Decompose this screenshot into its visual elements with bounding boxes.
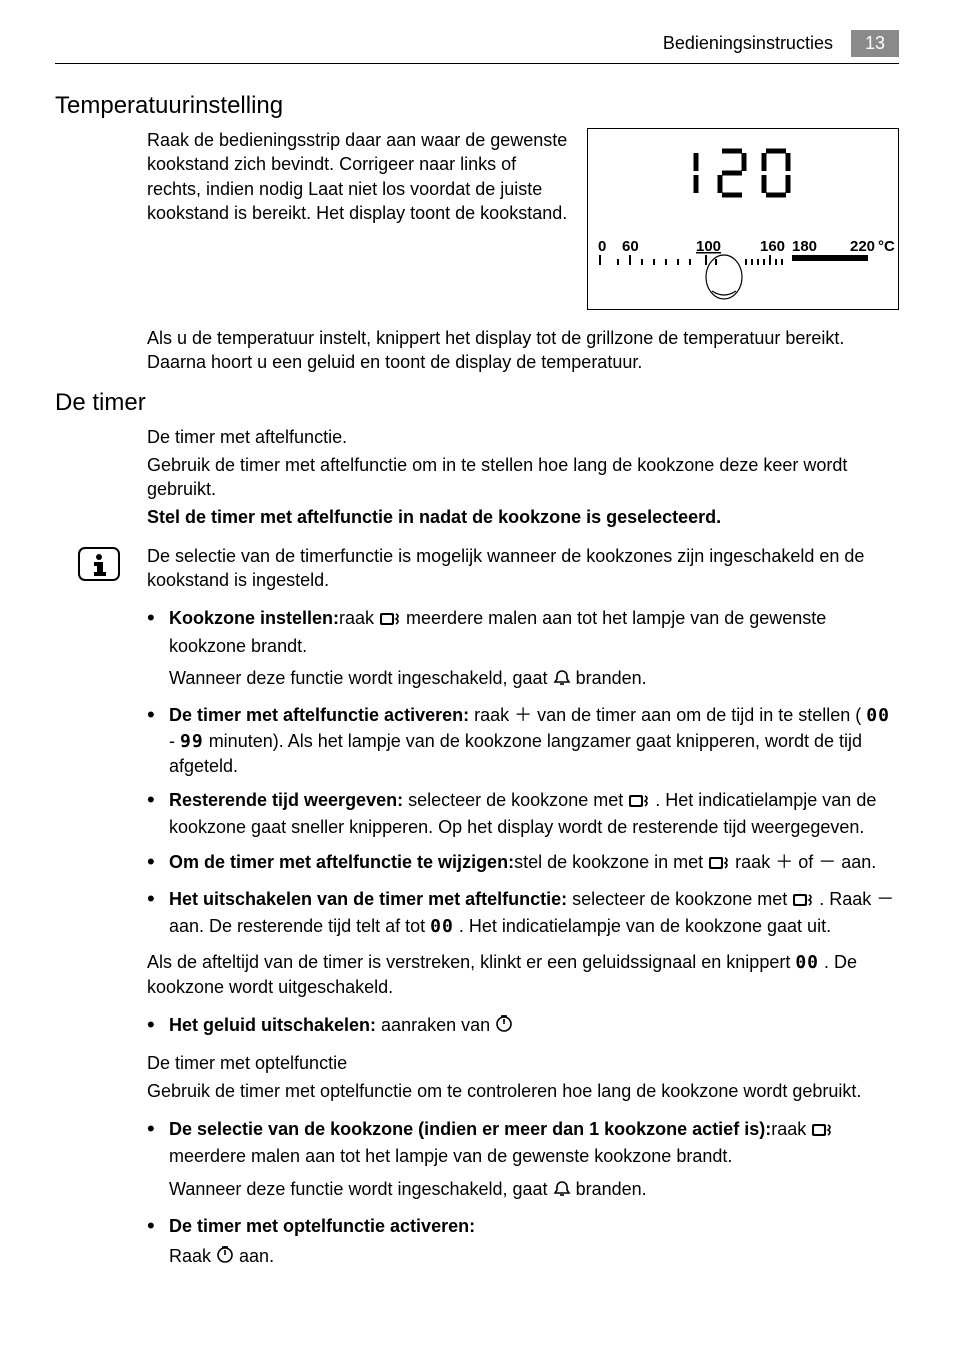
info-callout: De selectie van de timerfunctie is mogel… (55, 544, 899, 593)
bullet-selectie-kookzone: De selectie van de kookzone (indien er m… (147, 1117, 899, 1204)
svg-text:100: 100 (696, 239, 721, 255)
zone-select-icon (708, 853, 730, 877)
svg-text:0: 0 (598, 239, 606, 255)
bullet-optel-activeren: De timer met optelfunctie activeren: Raa… (147, 1214, 899, 1272)
p3: Stel de timer met aftelfunctie in nadat … (147, 505, 899, 529)
clock-icon (216, 1245, 234, 1271)
svg-text:180: 180 (792, 239, 817, 255)
bell-icon (553, 1180, 571, 1204)
section1-para1: Raak de bedieningsstrip daar aan waar de… (147, 128, 587, 225)
bullet-wijzigen: Om de timer met aftelfunctie te wijzigen… (147, 850, 899, 877)
bullet-resterende: Resterende tijd weergeven: selecteer de … (147, 788, 899, 840)
bell-icon (553, 669, 571, 693)
seg-00: 00 (795, 952, 819, 973)
page-number: 13 (851, 30, 899, 57)
p1: De timer met aftelfunctie. (147, 425, 899, 449)
info-text: De selectie van de timerfunctie is mogel… (147, 544, 899, 593)
header-title: Bedieningsinstructies (663, 33, 833, 54)
seg-99: 99 (180, 731, 204, 752)
zone-select-icon (792, 890, 814, 914)
zone-select-icon (379, 609, 401, 633)
seg-00: 00 (866, 705, 890, 726)
zone-select-icon (811, 1120, 833, 1144)
p6: Gebruik de timer met optelfunctie om te … (147, 1079, 899, 1103)
svg-text:160: 160 (760, 239, 785, 255)
p-after-a: Als de afteltijd van de timer is verstre… (147, 950, 899, 1000)
svg-text:60: 60 (622, 239, 639, 255)
zone-select-icon (628, 791, 650, 815)
bullet-uitschakelen: Het uitschakelen van de timer met aftelf… (147, 887, 899, 940)
section1-para2: Als u de temperatuur instelt, knippert h… (147, 326, 899, 375)
page: Bedieningsinstructies 13 Temperatuurinst… (0, 0, 954, 1322)
bullet-kookzone-instellen: Kookzone instellen:raak meerdere malen a… (147, 606, 899, 693)
section1-body: Raak de bedieningsstrip daar aan waar de… (147, 128, 899, 375)
display-value (588, 129, 898, 221)
section-title-temp: Temperatuurinstelling (55, 92, 899, 120)
bullets-a: Kookzone instellen:raak meerdere malen a… (147, 606, 899, 1271)
p2: Gebruik de timer met aftelfunctie om in … (147, 453, 899, 502)
temperature-scale: 0 60 100 160 180 220 °C (588, 239, 898, 309)
p5: De timer met optelfunctie (147, 1051, 899, 1075)
section2-body: De timer met aftelfunctie. Gebruik de ti… (147, 425, 899, 530)
svg-text:220: 220 (850, 239, 875, 255)
info-icon (77, 546, 121, 587)
bullet-activeren: De timer met aftelfunctie activeren: raa… (147, 703, 899, 778)
clock-icon (495, 1014, 513, 1040)
bullet-geluid-uit: Het geluid uitschakelen: aanraken van (147, 1013, 899, 1040)
seg-00: 00 (430, 916, 454, 937)
svg-text:°C: °C (878, 239, 895, 255)
temperature-display: 0 60 100 160 180 220 °C (587, 128, 899, 310)
header: Bedieningsinstructies 13 (55, 30, 899, 64)
section-title-timer: De timer (55, 389, 899, 417)
